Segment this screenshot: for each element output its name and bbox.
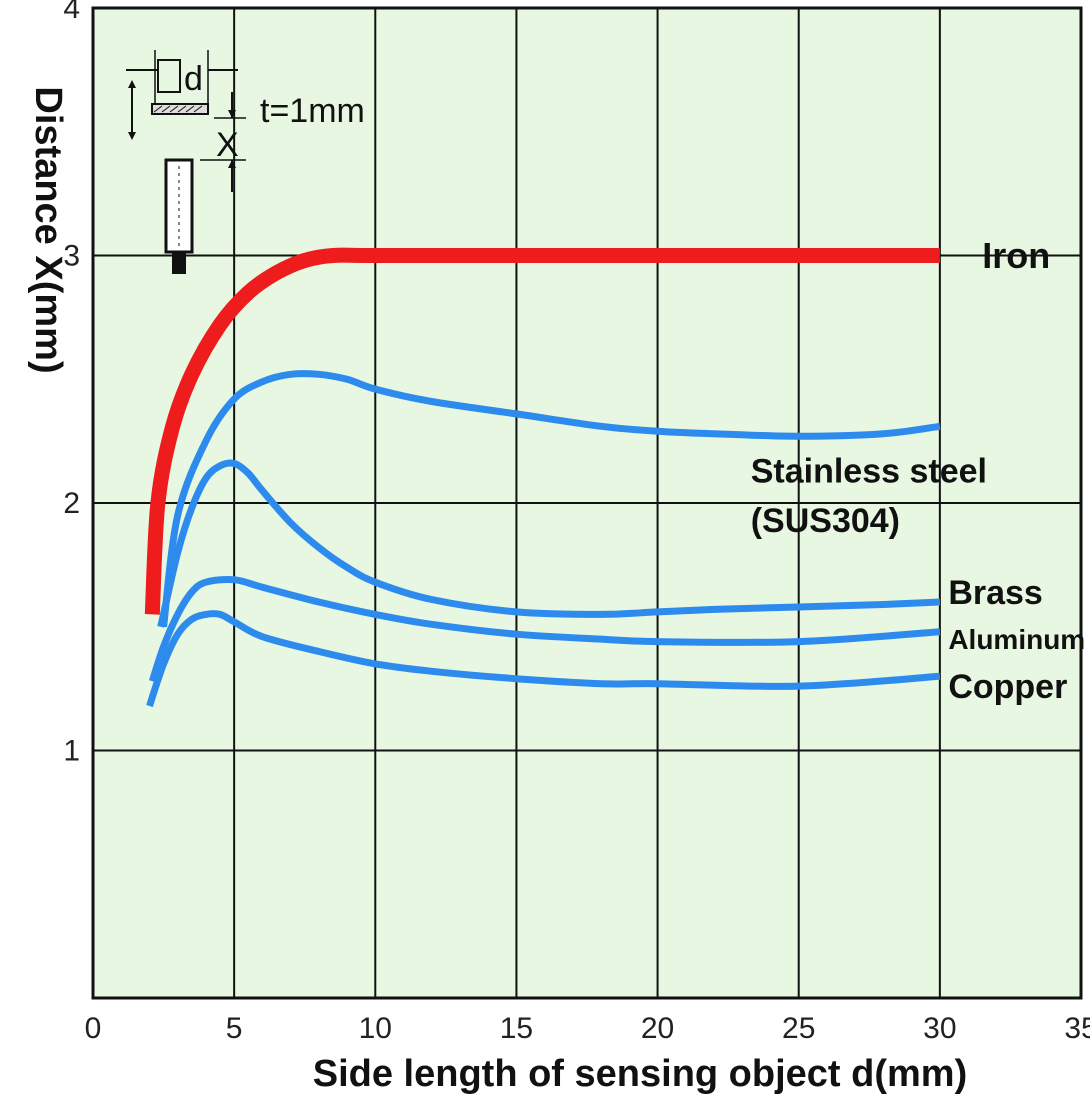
x-tick-label: 10	[359, 1012, 392, 1045]
series-line-iron	[144, 247, 940, 615]
x-tick-label: 35	[1064, 1012, 1090, 1045]
inset-d-label: d	[184, 60, 203, 98]
x-tick-label: 25	[782, 1012, 815, 1045]
x-tick-label: 0	[85, 1012, 102, 1045]
x-tick-label: 30	[923, 1012, 956, 1045]
x-tick-label: 5	[226, 1012, 243, 1045]
series-label: Brass	[948, 574, 1043, 612]
gridlines	[93, 8, 1081, 998]
series-lines	[144, 247, 941, 708]
series-line-stainless-steel	[160, 370, 941, 628]
tick-labels: 0 5 10 15 20 25 30 35 1 2 3 4	[63, 0, 1090, 1045]
series-line-aluminum	[148, 575, 941, 683]
x-tick-label: 20	[641, 1012, 674, 1045]
dimension-arrows-icon	[126, 50, 246, 192]
y-tick-label: 4	[63, 0, 80, 25]
series-label: Stainless steel	[751, 453, 987, 491]
series-label: (SUS304)	[751, 502, 900, 540]
sensing-setup-diagram: d X t=1mm	[126, 50, 365, 274]
x-axis-title: Side length of sensing object d(mm)	[313, 1053, 967, 1095]
y-axis-title: Distance X(mm)	[27, 86, 69, 373]
proximity-sensor-icon	[164, 158, 194, 274]
series-labels: Iron Stainless steel (SUS304) Brass Aluminum…	[751, 235, 1085, 706]
inset-x-label: X	[216, 126, 239, 164]
y-tick-label: 3	[63, 240, 80, 273]
series-label: Copper	[948, 668, 1067, 706]
y-tick-label: 2	[63, 487, 80, 520]
series-line-brass	[157, 459, 941, 628]
series-label: Iron	[982, 235, 1050, 276]
series-label: Aluminum	[948, 624, 1085, 655]
series-line-copper	[146, 610, 941, 708]
plot-frame	[91, 6, 1083, 1000]
inset-thickness-label: t=1mm	[260, 92, 365, 130]
x-tick-label: 15	[500, 1012, 533, 1045]
y-tick-label: 1	[63, 735, 80, 768]
target-plate-icon	[151, 59, 209, 115]
